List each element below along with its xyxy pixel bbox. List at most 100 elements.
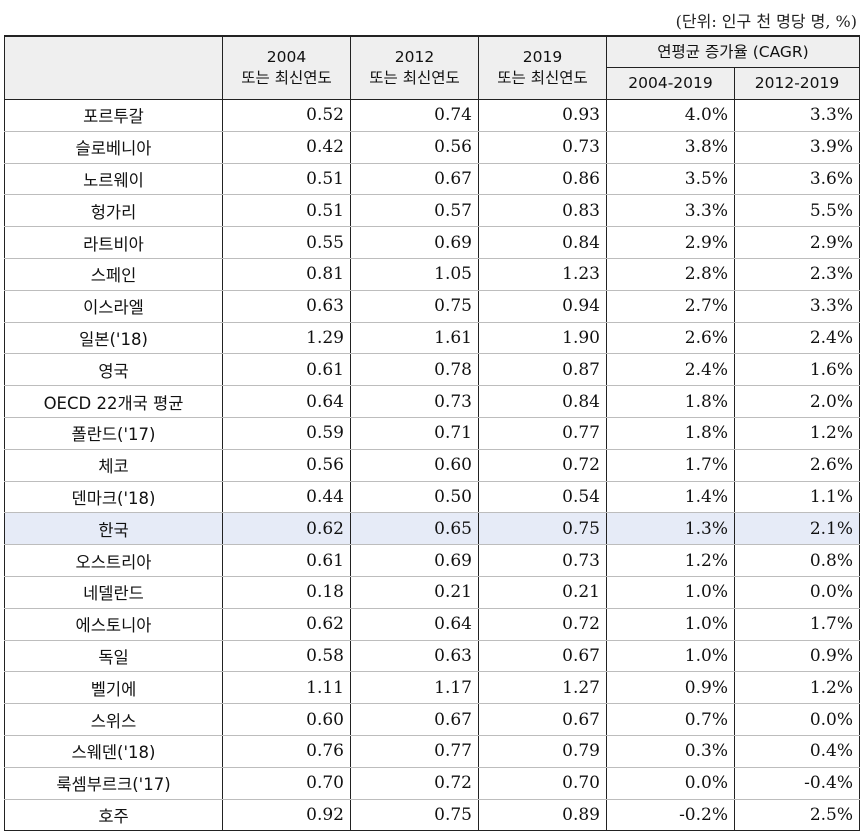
value-2019-cell: 0.87 bbox=[478, 353, 607, 387]
value-2004-cell: 0.61 bbox=[222, 353, 351, 387]
cagr-2004-2019-cell: 2.6% bbox=[606, 322, 735, 355]
table-row: 룩셈부르크('17) 0.70 0.72 0.70 0.0% -0.4% bbox=[4, 767, 861, 800]
value-2012-cell: 0.64 bbox=[350, 608, 479, 641]
cagr-2004-2019-cell: 3.8% bbox=[606, 131, 735, 164]
table-row: 네델란드 0.18 0.21 0.21 1.0% 0.0% bbox=[4, 576, 861, 609]
value-2004-cell: 0.62 bbox=[222, 608, 351, 641]
cagr-2012-2019-cell: 3.9% bbox=[733, 131, 861, 164]
cagr-2004-2019-cell: 2.8% bbox=[606, 258, 735, 291]
country-cell: 노르웨이 bbox=[4, 163, 223, 196]
country-cell: 스위스 bbox=[4, 703, 223, 736]
table-row: 스페인 0.81 1.05 1.23 2.8% 2.3% bbox=[4, 258, 861, 291]
value-2012-cell: 0.67 bbox=[350, 163, 479, 196]
country-cell: 라트비아 bbox=[4, 226, 223, 259]
cagr-2012-2019-cell: 2.5% bbox=[733, 799, 861, 832]
value-2004-cell: 0.76 bbox=[222, 735, 351, 768]
value-2012-cell: 1.61 bbox=[350, 322, 479, 355]
cagr-2004-2019-cell: 3.3% bbox=[606, 194, 735, 228]
header-2004-year: 2004 bbox=[266, 48, 307, 66]
cagr-2012-2019-cell: 0.4% bbox=[733, 735, 861, 768]
value-2012-cell: 0.75 bbox=[350, 799, 479, 832]
cagr-2004-2019-cell: 2.7% bbox=[606, 290, 735, 323]
cagr-2004-2019-cell: 0.0% bbox=[606, 767, 735, 800]
value-2019-cell: 0.94 bbox=[478, 290, 607, 323]
country-cell: 룩셈부르크('17) bbox=[4, 767, 223, 800]
value-2004-cell: 1.11 bbox=[222, 671, 351, 705]
table-body: 포르투갈 0.52 0.74 0.93 4.0% 3.3% 슬로베니아 0.42 0.56 0.7… bbox=[4, 99, 861, 832]
cagr-2012-2019-cell: 2.1% bbox=[733, 512, 861, 546]
cagr-2012-2019-cell: 0.9% bbox=[733, 640, 861, 673]
cagr-2012-2019-cell: 3.3% bbox=[733, 290, 861, 323]
value-2012-cell: 1.05 bbox=[350, 258, 479, 291]
country-cell: 영국 bbox=[4, 353, 223, 387]
header-cagr-2004-2019: 2004-2019 bbox=[606, 67, 735, 100]
value-2004-cell: 0.58 bbox=[222, 640, 351, 673]
country-cell: 덴마크('18) bbox=[4, 481, 223, 514]
value-2004-cell: 0.55 bbox=[222, 226, 351, 259]
header-2012-sub: 또는 최신연도 bbox=[369, 69, 460, 87]
cagr-2004-2019-cell: 4.0% bbox=[606, 99, 735, 132]
value-2012-cell: 0.74 bbox=[350, 99, 479, 132]
value-2019-cell: 0.67 bbox=[478, 703, 607, 736]
cagr-2004-2019-cell: 0.9% bbox=[606, 671, 735, 705]
value-2004-cell: 0.42 bbox=[222, 131, 351, 164]
country-cell: 스웨덴('18) bbox=[4, 735, 223, 768]
table-row: 에스토니아 0.62 0.64 0.72 1.0% 1.7% bbox=[4, 608, 861, 641]
value-2012-cell: 0.73 bbox=[350, 385, 479, 418]
value-2004-cell: 0.51 bbox=[222, 163, 351, 196]
country-cell: 에스토니아 bbox=[4, 608, 223, 641]
value-2019-cell: 1.90 bbox=[478, 322, 607, 355]
value-2019-cell: 0.75 bbox=[478, 512, 607, 546]
table-row: 슬로베니아 0.42 0.56 0.73 3.8% 3.9% bbox=[4, 131, 861, 164]
cagr-2012-2019-cell: 1.6% bbox=[733, 353, 861, 387]
cagr-2012-2019-cell: 5.5% bbox=[733, 194, 861, 228]
value-2004-cell: 0.51 bbox=[222, 194, 351, 228]
value-2012-cell: 0.63 bbox=[350, 640, 479, 673]
table-row: 라트비아 0.55 0.69 0.84 2.9% 2.9% bbox=[4, 226, 861, 259]
value-2004-cell: 0.64 bbox=[222, 385, 351, 418]
cagr-2004-2019-cell: 1.8% bbox=[606, 417, 735, 450]
value-2004-cell: 0.52 bbox=[222, 99, 351, 132]
country-cell: 독일 bbox=[4, 640, 223, 673]
cagr-2004-2019-cell: -0.2% bbox=[606, 799, 735, 832]
data-table: 2004 또는 최신연도 2012 또는 최신연도 2019 또는 최신연도 연… bbox=[4, 35, 861, 832]
value-2004-cell: 0.61 bbox=[222, 544, 351, 577]
country-cell: 일본('18) bbox=[4, 322, 223, 355]
country-cell: 네델란드 bbox=[4, 576, 223, 609]
header-country bbox=[4, 35, 223, 100]
value-2004-cell: 0.81 bbox=[222, 258, 351, 291]
cagr-2012-2019-cell: 2.3% bbox=[733, 258, 861, 291]
country-cell: 오스트리아 bbox=[4, 544, 223, 577]
cagr-2012-2019-cell: 2.4% bbox=[733, 322, 861, 355]
value-2019-cell: 0.77 bbox=[478, 417, 607, 450]
table-row: 이스라엘 0.63 0.75 0.94 2.7% 3.3% bbox=[4, 290, 861, 323]
cagr-2004-2019-cell: 1.4% bbox=[606, 481, 735, 514]
table-row: 포르투갈 0.52 0.74 0.93 4.0% 3.3% bbox=[4, 99, 861, 132]
table-row: 체코 0.56 0.60 0.72 1.7% 2.6% bbox=[4, 449, 861, 482]
header-2019-year: 2019 bbox=[522, 48, 563, 66]
cagr-2004-2019-cell: 0.7% bbox=[606, 703, 735, 736]
header-cagr: 연평균 증가율 (CAGR) bbox=[605, 35, 861, 68]
header-2019-sub: 또는 최신연도 bbox=[497, 69, 588, 87]
cagr-2004-2019-cell: 1.2% bbox=[606, 544, 735, 577]
value-2019-cell: 0.54 bbox=[478, 481, 607, 514]
value-2019-cell: 0.89 bbox=[478, 799, 607, 832]
country-cell: 체코 bbox=[4, 449, 223, 482]
table-row: 영국 0.61 0.78 0.87 2.4% 1.6% bbox=[4, 353, 861, 387]
value-2019-cell: 0.83 bbox=[478, 194, 607, 228]
value-2012-cell: 0.56 bbox=[350, 131, 479, 164]
value-2004-cell: 1.29 bbox=[222, 322, 351, 355]
value-2004-cell: 0.56 bbox=[222, 449, 351, 482]
value-2019-cell: 0.84 bbox=[478, 385, 607, 418]
value-2019-cell: 0.72 bbox=[478, 608, 607, 641]
table-row: 벨기에 1.11 1.17 1.27 0.9% 1.2% bbox=[4, 671, 861, 705]
value-2019-cell: 0.73 bbox=[478, 131, 607, 164]
value-2012-cell: 0.50 bbox=[350, 481, 479, 514]
cagr-2012-2019-cell: 2.0% bbox=[733, 385, 861, 418]
value-2019-cell: 0.21 bbox=[478, 576, 607, 609]
value-2019-cell: 0.86 bbox=[478, 163, 607, 196]
value-2004-cell: 0.59 bbox=[222, 417, 351, 450]
value-2019-cell: 0.67 bbox=[478, 640, 607, 673]
value-2004-cell: 0.63 bbox=[222, 290, 351, 323]
cagr-2012-2019-cell: 1.1% bbox=[733, 481, 861, 514]
